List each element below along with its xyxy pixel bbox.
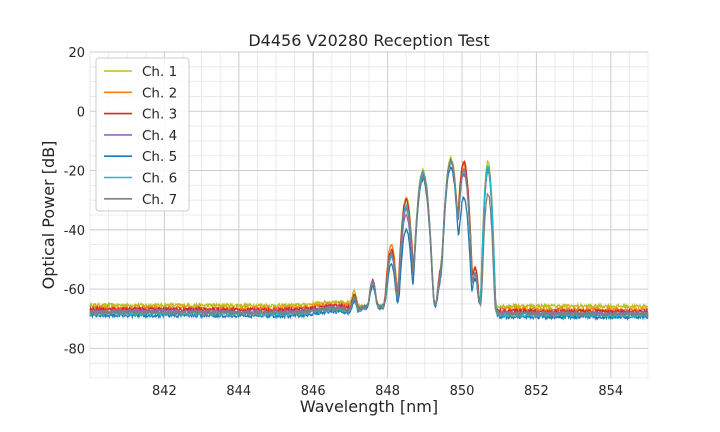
x-tick-label: 844 <box>226 384 251 399</box>
y-tick-label: 20 <box>68 46 85 61</box>
y-axis-label: Optical Power [dB] <box>39 141 58 290</box>
y-tick-labels: -80 -60 -40 -20 0 20 <box>64 46 85 357</box>
y-tick-label: -60 <box>64 283 85 298</box>
legend: Ch. 1 Ch. 2 Ch. 3 Ch. 4 Ch. 5 Ch. 6 Ch. 7 <box>95 57 190 212</box>
x-tick-label: 846 <box>301 384 326 399</box>
x-axis-label: Wavelength [nm] <box>300 397 438 416</box>
legend-label: Ch. 5 <box>142 149 177 165</box>
legend-label: Ch. 1 <box>142 64 177 80</box>
y-tick-label: 0 <box>77 105 85 120</box>
legend-label: Ch. 4 <box>142 128 177 144</box>
x-tick-label: 848 <box>375 384 400 399</box>
x-tick-label: 852 <box>524 384 549 399</box>
x-tick-label: 842 <box>152 384 177 399</box>
series-line-7 <box>89 158 649 319</box>
y-tick-label: -20 <box>64 165 85 180</box>
x-tick-label: 850 <box>450 384 475 399</box>
legend-label: Ch. 2 <box>142 85 177 101</box>
legend-box <box>95 57 190 212</box>
series-lines <box>89 154 649 322</box>
legend-label: Ch. 6 <box>142 171 177 187</box>
x-tick-label: 854 <box>598 384 623 399</box>
y-tick-label: -80 <box>64 342 85 357</box>
x-tick-labels: 842 844 846 848 850 852 854 <box>152 384 623 399</box>
y-tick-label: -40 <box>64 224 85 239</box>
chart-title: D4456 V20280 Reception Test <box>248 31 489 50</box>
legend-label: Ch. 3 <box>142 107 177 123</box>
legend-label: Ch. 7 <box>142 192 177 208</box>
